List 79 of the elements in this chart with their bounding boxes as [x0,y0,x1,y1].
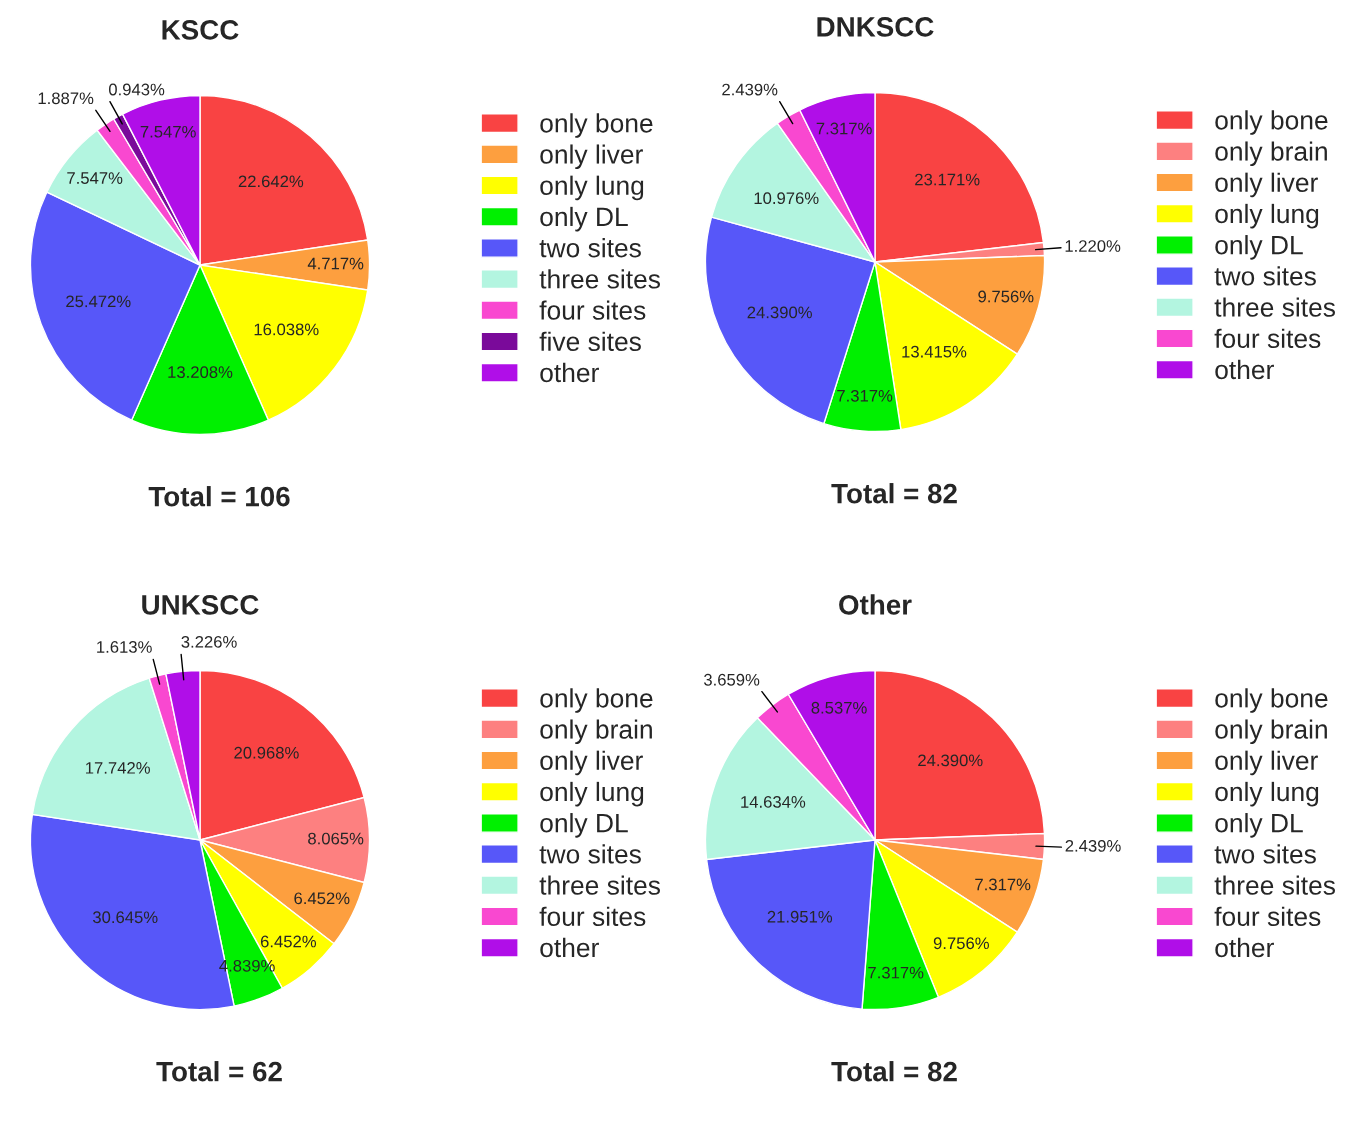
legend-label: only DL [1215,235,1303,260]
data-label: 17.742% [86,761,150,774]
legend-label: only DL [540,813,628,838]
legend-label: only lung [540,781,644,807]
legend-label: two sites [539,844,641,864]
data-label: 24.390% [918,754,983,767]
legend-label: two sites [539,238,641,258]
legend-label: four sites [1214,328,1321,349]
legend-label: only brain [540,719,652,745]
legend-label: only bone [1215,688,1328,713]
data-label: 7.317% [837,389,893,402]
data-label: 21.951% [767,910,833,923]
data-label: 9.756% [933,937,989,950]
data-label: 8.065% [308,832,364,845]
chart-title: KSCC [162,20,239,40]
data-label: 6.452% [294,892,350,905]
data-label: 20.968% [234,746,299,759]
data-label: 2.439% [722,83,778,96]
chart-title: UNKSCC [142,595,259,615]
data-label: 16.038% [254,323,319,336]
legend-label: only DL [1215,813,1303,838]
data-label: 1.887% [38,92,94,105]
legend-label: other [1215,937,1274,958]
chart-title: DNKSCC [817,17,934,37]
legend-label: other [540,362,599,383]
legend-label: other [540,937,599,958]
legend-label: only lung [1215,781,1319,807]
legend-label: three sites [1214,297,1335,317]
data-label: 2.439% [1065,839,1121,852]
data-label: 3.659% [703,673,760,686]
text: Total = 106 [148,486,290,507]
data-label: 0.943% [108,83,165,96]
data-label: 1.220% [1065,240,1121,252]
legend-label: only bone [1215,110,1328,135]
data-label: 13.415% [902,345,967,358]
legend-label: two sites [1214,266,1316,286]
data-label: 14.634% [741,795,806,808]
text: Total = 62 [156,1061,282,1082]
data-label: 10.976% [754,192,819,205]
data-label: 7.317% [975,878,1031,891]
data-label: 9.756% [978,290,1034,303]
data-label: 8.537% [811,701,867,714]
data-label: 1.613% [97,641,152,653]
legend-label: only lung [540,175,644,201]
legend-label: four sites [539,906,646,927]
data-label: 23.171% [915,173,980,186]
legend-label: only brain [1215,141,1327,167]
text: Total = 82 [831,1061,957,1082]
legend-label: three sites [539,875,660,895]
legend-label: four sites [539,300,646,320]
text: Total = 82 [831,483,957,504]
legend-label: other [1215,359,1274,380]
data-label: 22.642% [238,175,304,188]
legend-label: five sites [539,331,641,352]
data-label: 7.317% [868,966,924,979]
chart-title: Other [839,594,912,615]
legend-label: three sites [1214,875,1335,895]
data-label: 4.717% [307,257,364,270]
data-label: 3.226% [181,635,237,648]
data-label: 7.317% [816,122,872,135]
legend-label: only brain [1215,719,1327,745]
data-label: 6.452% [260,935,317,948]
legend-label: only liver [540,750,643,776]
data-label: 24.390% [747,306,812,319]
data-label: 30.645% [92,911,158,924]
legend-label: four sites [1214,906,1321,927]
legend-label: only bone [540,113,653,138]
legend-label: two sites [1214,844,1316,864]
legend-label: only lung [1215,203,1319,229]
data-label: 7.547% [140,125,196,138]
data-label: 7.547% [67,172,123,184]
data-label: 13.208% [168,366,233,378]
data-label: 25.472% [66,295,131,308]
legend-label: only bone [540,688,653,713]
legend-label: only liver [1215,750,1318,776]
legend-label: three sites [539,269,660,289]
legend-label: only liver [540,144,643,170]
legend-label: only liver [1215,172,1318,198]
legend-label: only DL [540,206,628,232]
